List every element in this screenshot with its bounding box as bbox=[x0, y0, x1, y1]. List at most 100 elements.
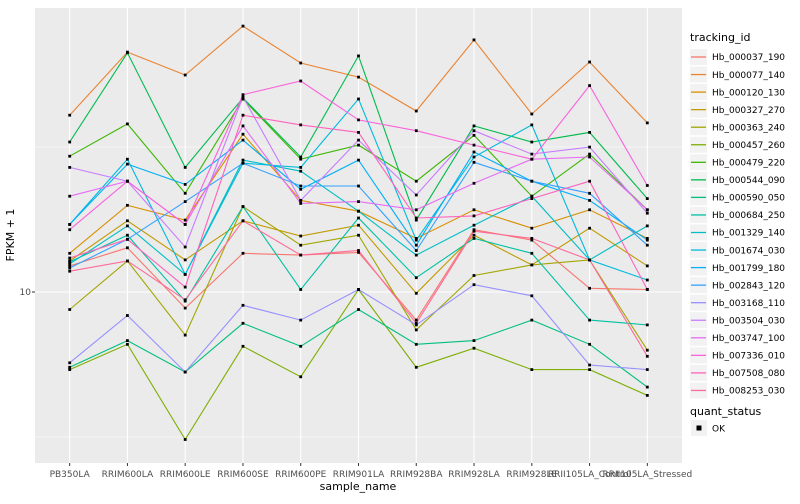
data-point-marker bbox=[241, 24, 245, 28]
data-point-marker bbox=[68, 361, 72, 365]
data-point-marker bbox=[183, 73, 187, 77]
data-point-marker bbox=[68, 260, 72, 264]
legend-entry-Hb_000590_050: Hb_000590_050 bbox=[690, 189, 785, 206]
data-point-marker bbox=[530, 123, 534, 127]
data-point-marker bbox=[241, 321, 245, 325]
data-point-marker bbox=[472, 129, 476, 133]
data-point-marker bbox=[126, 339, 129, 342]
data-point-marker bbox=[472, 160, 476, 164]
data-point-marker bbox=[645, 348, 649, 352]
data-point-marker bbox=[126, 179, 129, 183]
data-point-marker bbox=[588, 199, 591, 202]
data-point-marker bbox=[530, 251, 534, 255]
data-point-marker bbox=[588, 179, 591, 183]
data-point-marker bbox=[357, 158, 360, 162]
data-point-marker bbox=[588, 131, 591, 134]
legend-label: Hb_000077_140 bbox=[712, 71, 785, 81]
data-point-marker bbox=[68, 223, 72, 226]
legend-entry-Hb_000120_130: Hb_000120_130 bbox=[690, 84, 785, 101]
data-point-marker bbox=[414, 249, 418, 252]
data-point-marker bbox=[126, 314, 129, 317]
data-point-marker bbox=[126, 219, 129, 223]
legend-label: Hb_007508_080 bbox=[712, 369, 785, 379]
data-point-marker bbox=[357, 209, 360, 213]
data-point-marker bbox=[357, 249, 360, 252]
data-point-marker bbox=[357, 97, 360, 101]
y-axis-tick-label-10: 10 bbox=[20, 288, 32, 298]
data-point-marker bbox=[68, 251, 72, 255]
data-point-marker bbox=[645, 211, 649, 215]
legend-entry-Hb_000327_270: Hb_000327_270 bbox=[690, 101, 785, 118]
data-point-marker bbox=[126, 122, 129, 126]
data-point-marker bbox=[68, 166, 72, 169]
data-point-marker bbox=[414, 237, 418, 240]
data-point-marker bbox=[530, 197, 534, 200]
data-point-marker bbox=[183, 223, 187, 226]
data-point-marker bbox=[530, 157, 534, 161]
legend-entry-Hb_002843_120: Hb_002843_120 bbox=[690, 277, 785, 294]
data-point-marker bbox=[299, 234, 303, 238]
data-point-marker bbox=[472, 229, 476, 233]
data-point-marker bbox=[126, 342, 129, 346]
data-point-marker bbox=[299, 318, 303, 322]
data-point-marker bbox=[645, 264, 649, 268]
legend-entry-Hb_003747_100: Hb_003747_100 bbox=[690, 329, 785, 346]
data-point-marker bbox=[472, 208, 476, 212]
data-point-marker bbox=[357, 223, 360, 227]
data-point-marker bbox=[126, 157, 129, 161]
data-point-marker bbox=[472, 124, 476, 128]
legend-title-tracking-id: tracking_id bbox=[690, 31, 751, 44]
data-point-marker bbox=[357, 131, 360, 134]
data-point-marker bbox=[183, 258, 187, 262]
legend-entry-Hb_000684_250: Hb_000684_250 bbox=[690, 206, 785, 223]
data-point-marker bbox=[299, 157, 303, 161]
legend-entry-Hb_000077_140: Hb_000077_140 bbox=[690, 66, 785, 83]
data-point-marker bbox=[299, 187, 303, 191]
data-point-marker bbox=[530, 263, 534, 267]
data-point-marker bbox=[299, 202, 303, 205]
data-point-marker bbox=[68, 154, 72, 158]
data-point-marker bbox=[68, 365, 72, 369]
data-point-marker bbox=[645, 394, 649, 397]
data-point-marker bbox=[241, 95, 245, 99]
data-point-marker bbox=[588, 363, 591, 367]
data-point-marker bbox=[357, 216, 360, 220]
data-point-marker bbox=[357, 200, 360, 203]
x-tick-label: RRIM901LA bbox=[333, 470, 385, 480]
x-tick-label: RRIM600LA bbox=[102, 470, 154, 480]
data-point-marker bbox=[472, 283, 476, 287]
legend-label: Hb_003747_100 bbox=[712, 334, 785, 344]
data-point-marker bbox=[357, 118, 360, 122]
data-point-marker bbox=[183, 218, 187, 222]
data-point-marker bbox=[588, 226, 591, 230]
data-point-marker bbox=[472, 223, 476, 227]
legend-entry-Hb_007508_080: Hb_007508_080 bbox=[690, 364, 785, 381]
series-point-markers bbox=[68, 24, 649, 441]
data-point-marker bbox=[530, 368, 534, 371]
x-axis-title: sample_name bbox=[320, 480, 397, 493]
legend-tracking-entries: Hb_000037_190 Hb_000077_140 Hb_000120_130 H… bbox=[690, 49, 785, 399]
data-point-marker bbox=[414, 238, 418, 242]
data-point-marker bbox=[299, 344, 303, 348]
data-point-marker bbox=[530, 140, 534, 144]
data-point-marker bbox=[299, 184, 303, 188]
data-point-marker bbox=[299, 243, 303, 247]
data-point-marker bbox=[530, 179, 534, 183]
data-point-marker bbox=[588, 152, 591, 156]
x-tick-label: RRII105LA_Stressed bbox=[602, 470, 692, 480]
data-point-marker bbox=[472, 214, 476, 218]
x-tick-label: RRIM928LA bbox=[448, 470, 500, 480]
data-point-marker bbox=[588, 208, 591, 212]
data-point-marker bbox=[357, 54, 360, 58]
data-point-marker bbox=[68, 262, 72, 266]
data-point-marker bbox=[241, 93, 245, 97]
data-point-marker bbox=[414, 129, 418, 133]
legend-entry-Hb_001799_180: Hb_001799_180 bbox=[690, 259, 785, 276]
legend-entry-Hb_001329_140: Hb_001329_140 bbox=[690, 224, 785, 241]
data-point-marker bbox=[414, 253, 418, 257]
data-point-marker bbox=[530, 237, 534, 240]
data-point-marker bbox=[472, 346, 476, 350]
data-point-marker bbox=[126, 246, 129, 250]
data-point-marker bbox=[530, 238, 534, 242]
data-point-marker bbox=[68, 113, 72, 117]
